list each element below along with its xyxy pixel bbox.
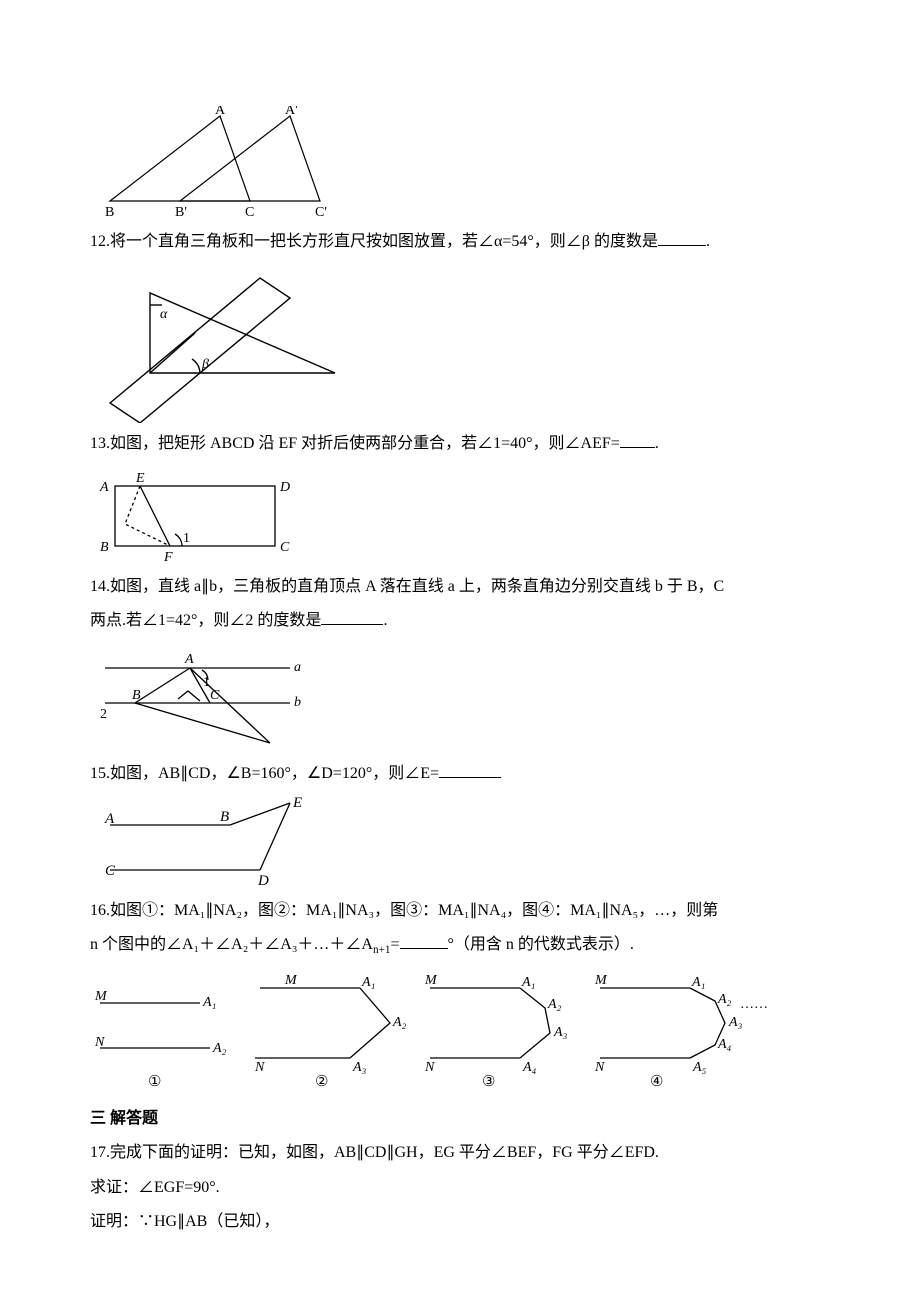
l-F: F: [163, 550, 173, 565]
svg-text:A₄: A₄: [522, 1060, 537, 1075]
svg-text:A₃: A₃: [553, 1025, 568, 1040]
q17-line2: 求证：∠EGF=90°.: [90, 1173, 830, 1203]
q13-blank: [620, 431, 655, 448]
q13-body: 13.如图，把矩形 ABCD 沿 EF 对折后使两部分重合，若∠1=40°，则∠…: [90, 435, 620, 452]
svg-text:A₅: A₅: [692, 1060, 707, 1075]
svg-text:A₁: A₁: [361, 975, 375, 990]
label-Bp: B': [175, 205, 187, 220]
label-alpha: α: [160, 307, 168, 322]
svg-text:M: M: [94, 989, 108, 1004]
circ-3: ③: [482, 1074, 495, 1090]
svg-text:N: N: [594, 1060, 605, 1075]
svg-text:A₄: A₄: [717, 1037, 732, 1052]
svg-text:A₁: A₁: [202, 995, 216, 1010]
q16-text1: 16.如图①：MA₁∥NA₂，图②：MA₁∥NA₃，图③：MA₁∥NA₄，图④：…: [90, 896, 830, 926]
l-2: 2: [100, 707, 107, 722]
l-A: A: [99, 480, 109, 495]
l-A: A: [104, 811, 115, 827]
l-C: C: [210, 688, 220, 703]
l-C: C: [280, 540, 290, 555]
q13-figure: A D B C E F 1: [90, 466, 830, 566]
l-b: b: [294, 695, 301, 710]
label-Cp: C': [315, 205, 327, 220]
q16-blank: [400, 932, 448, 949]
svg-text:N: N: [94, 1035, 105, 1050]
label-A: A: [215, 106, 226, 118]
l-C: C: [105, 863, 116, 879]
label-B: B: [105, 205, 114, 220]
svg-text:A₁: A₁: [521, 975, 535, 990]
svg-text:A₁: A₁: [691, 975, 705, 990]
svg-text:A₂: A₂: [392, 1015, 407, 1030]
svg-text:N: N: [424, 1060, 435, 1075]
q11-figure: B A C B' A' C': [90, 106, 830, 221]
l-E: E: [292, 795, 302, 811]
label-beta: β: [201, 357, 209, 372]
l-1: 1: [203, 675, 210, 690]
label-Ap: A': [285, 106, 298, 118]
label-C: C: [245, 205, 254, 220]
q17-line3: 证明：∵HG∥AB（已知），: [90, 1207, 830, 1237]
svg-text:N: N: [254, 1060, 265, 1075]
q14-figure: A a B C b 1 2: [90, 643, 830, 753]
l-a: a: [294, 660, 301, 675]
svg-text:A₃: A₃: [352, 1060, 367, 1075]
circ-2: ②: [315, 1074, 328, 1090]
svg-text:……: ……: [740, 997, 768, 1012]
l-B: B: [132, 688, 141, 703]
q14-blank: [321, 608, 383, 625]
q14-text2: 两点.若∠1=42°，则∠2 的度数是.: [90, 606, 830, 636]
q13-text: 13.如图，把矩形 ABCD 沿 EF 对折后使两部分重合，若∠1=40°，则∠…: [90, 429, 830, 459]
circ-4: ④: [650, 1074, 663, 1090]
q12-body: 12.将一个直角三角板和一把长方形直尺按如图放置，若∠α=54°，则∠β 的度数…: [90, 233, 658, 250]
q15-figure: A B C D E: [90, 795, 830, 890]
l-E: E: [135, 471, 145, 486]
l-B: B: [100, 540, 109, 555]
q12-figure: α β: [90, 263, 830, 423]
svg-text:M: M: [594, 973, 608, 988]
svg-text:A₂: A₂: [212, 1041, 227, 1056]
svg-text:M: M: [284, 973, 298, 988]
q16-figure: M A₁ N A₂ M A₁ A₂ A₃ N M A₁ A₂ A₃ A₄ N M…: [90, 968, 830, 1098]
section3-heading: 三 解答题: [90, 1104, 830, 1134]
l-A: A: [184, 652, 194, 667]
q12-text: 12.将一个直角三角板和一把长方形直尺按如图放置，若∠α=54°，则∠β 的度数…: [90, 227, 830, 257]
q17-line1: 17.完成下面的证明：已知，如图，AB∥CD∥GH，EG 平分∠BEF，FG 平…: [90, 1138, 830, 1168]
l-D: D: [279, 480, 290, 495]
q14-text1: 14.如图，直线 a∥b，三角板的直角顶点 A 落在直线 a 上，两条直角边分别…: [90, 572, 830, 602]
q12-blank: [658, 229, 706, 246]
q15-blank: [439, 761, 501, 778]
l-B: B: [220, 809, 229, 825]
svg-text:A₂: A₂: [547, 997, 562, 1012]
l-D: D: [257, 873, 269, 889]
l-1: 1: [183, 531, 190, 546]
svg-text:M: M: [424, 973, 438, 988]
svg-text:A₂: A₂: [717, 992, 732, 1007]
circ-1: ①: [148, 1074, 161, 1090]
q15-text: 15.如图，AB∥CD，∠B=160°，∠D=120°，则∠E=: [90, 759, 830, 789]
q16-text2: n 个图中的∠A₁＋∠A₂＋∠A₃＋…＋∠An+1=°（用含 n 的代数式表示）…: [90, 930, 830, 961]
svg-text:A₃: A₃: [728, 1015, 743, 1030]
